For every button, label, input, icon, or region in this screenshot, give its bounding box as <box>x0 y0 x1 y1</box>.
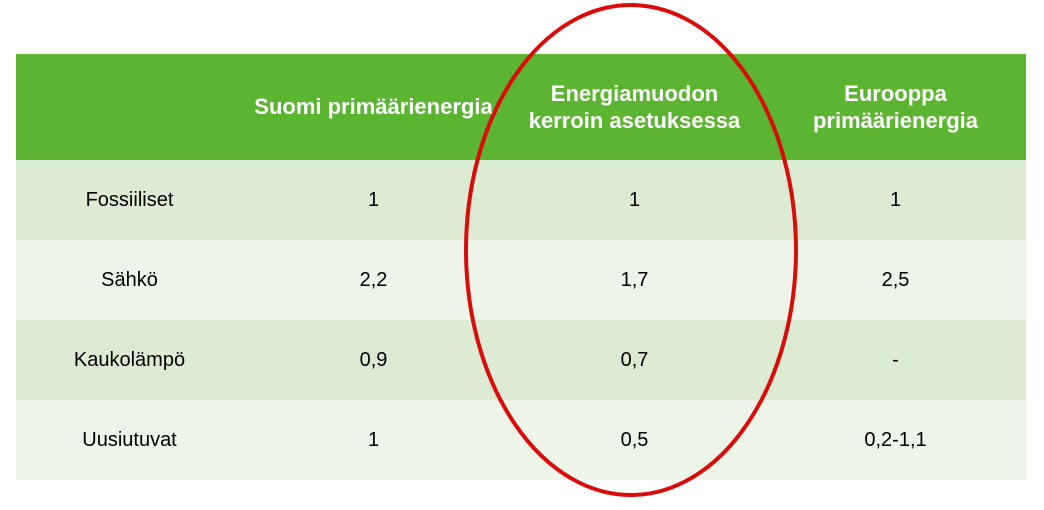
cell: 1 <box>504 160 765 240</box>
cell: - <box>765 320 1026 400</box>
cell: 0,2-1,1 <box>765 400 1026 480</box>
row-label: Kaukolämpö <box>16 320 243 400</box>
cell: 0,5 <box>504 400 765 480</box>
canvas: Suomi primäärienergia Energiamuodon kerr… <box>0 0 1044 510</box>
header-kerroin: Energiamuodon kerroin asetuksessa <box>504 54 765 160</box>
row-label: Uusiutuvat <box>16 400 243 480</box>
cell: 1,7 <box>504 240 765 320</box>
header-eurooppa: Eurooppa primäärienergia <box>765 54 1026 160</box>
cell: 0,9 <box>243 320 504 400</box>
header-row: Suomi primäärienergia Energiamuodon kerr… <box>16 54 1026 160</box>
row-label: Fossiiliset <box>16 160 243 240</box>
table-row: Kaukolämpö 0,9 0,7 - <box>16 320 1026 400</box>
cell: 0,7 <box>504 320 765 400</box>
header-suomi: Suomi primäärienergia <box>243 54 504 160</box>
cell: 1 <box>243 400 504 480</box>
table-row: Sähkö 2,2 1,7 2,5 <box>16 240 1026 320</box>
cell: 2,5 <box>765 240 1026 320</box>
header-blank <box>16 54 243 160</box>
table-row: Uusiutuvat 1 0,5 0,2-1,1 <box>16 400 1026 480</box>
cell: 1 <box>765 160 1026 240</box>
energy-factors-table: Suomi primäärienergia Energiamuodon kerr… <box>16 54 1026 480</box>
table-row: Fossiiliset 1 1 1 <box>16 160 1026 240</box>
cell: 2,2 <box>243 240 504 320</box>
row-label: Sähkö <box>16 240 243 320</box>
cell: 1 <box>243 160 504 240</box>
